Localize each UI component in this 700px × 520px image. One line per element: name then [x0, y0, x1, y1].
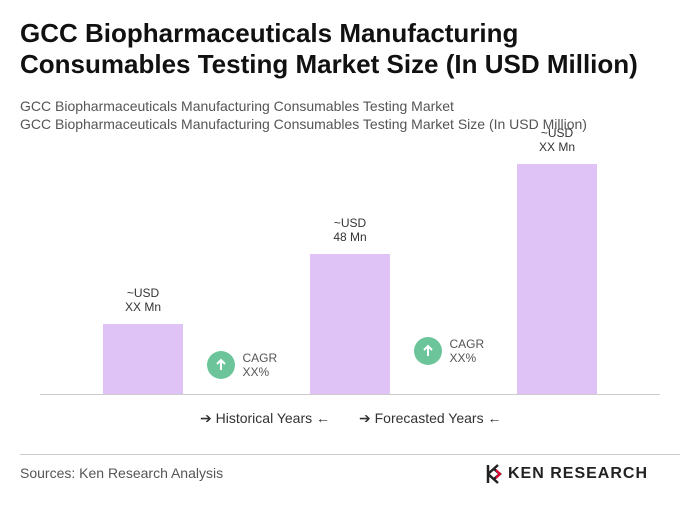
logo-icon	[486, 464, 502, 484]
bar	[517, 163, 597, 394]
arrow-icon	[215, 358, 226, 370]
logo: KEN RESEARCH	[486, 464, 648, 484]
logo-text: KEN RESEARCH	[508, 465, 649, 482]
subtitle: GCC Biopharmaceuticals Manufacturing Con…	[20, 98, 454, 114]
bar	[103, 324, 183, 394]
cagr-label: CAGR XX%	[449, 337, 485, 365]
separator	[20, 454, 680, 455]
period-text: Forecasted Years	[374, 410, 484, 426]
bar	[310, 254, 390, 394]
period-label: ➔ Historical Years ←	[200, 410, 331, 426]
subtitle: GCC Biopharmaceuticals Manufacturing Con…	[20, 116, 587, 132]
source: Sources: Ken Research Analysis	[20, 465, 224, 481]
value-label: ~USD 48 Mn	[333, 216, 367, 245]
baseline	[40, 394, 660, 395]
cagr-label: CAGR XX%	[242, 351, 278, 379]
period-text: Historical Years	[215, 410, 313, 426]
arrow-icon	[422, 344, 433, 356]
chart-title: GCC Biopharmaceuticals Manufacturing Con…	[20, 18, 638, 79]
cagr-icon	[413, 337, 442, 365]
cagr-icon	[206, 351, 235, 379]
value-label: ~USD XX Mn	[124, 286, 162, 315]
value-label: ~USD XX Mn	[538, 125, 576, 154]
period-label: ➔ Forecasted Years ←	[359, 410, 502, 426]
